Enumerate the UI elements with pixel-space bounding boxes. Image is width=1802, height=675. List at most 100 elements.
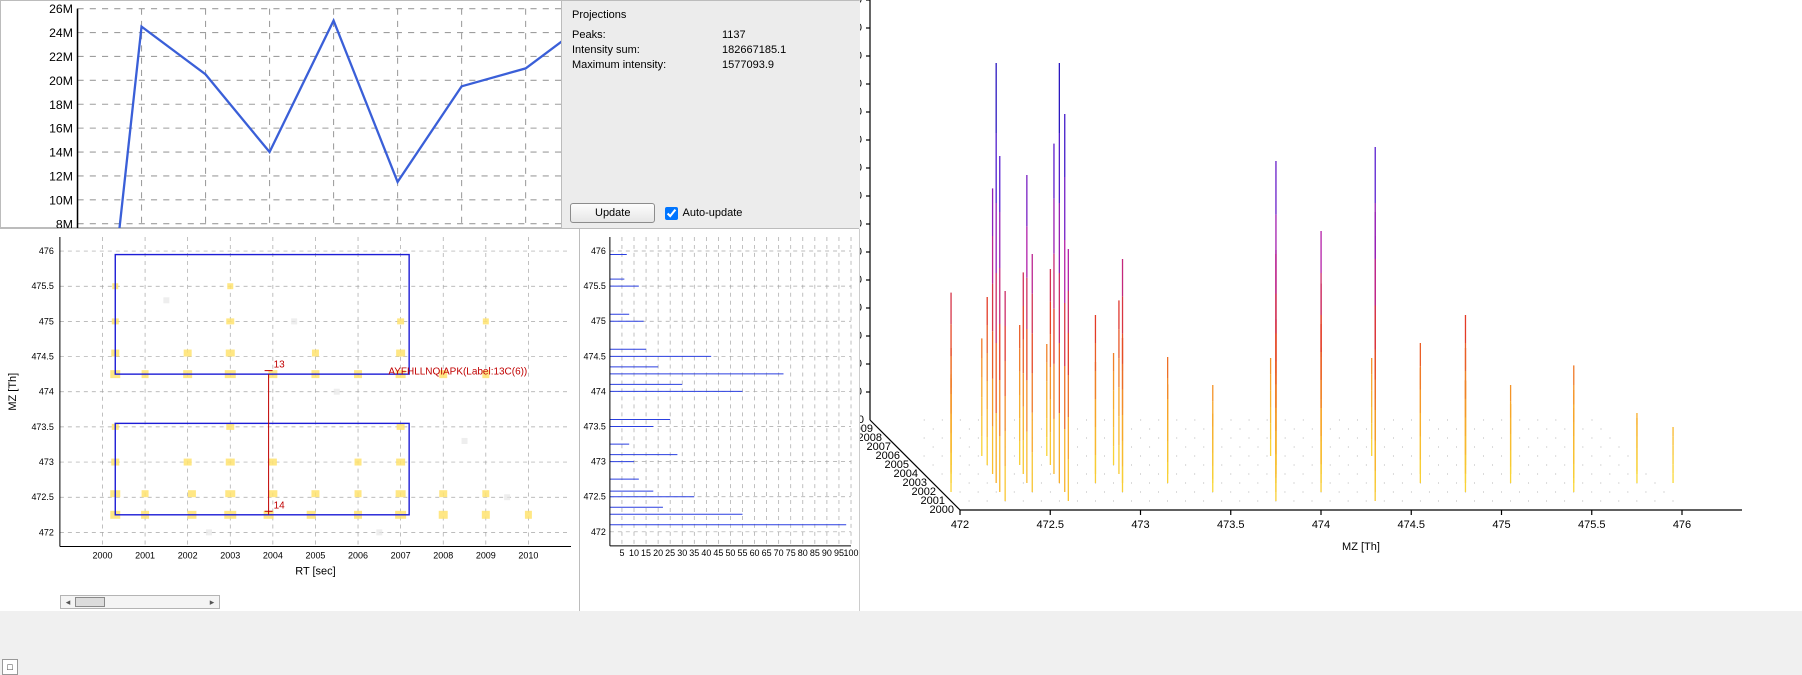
svg-text:40: 40 xyxy=(701,548,711,558)
svg-text:475.5: 475.5 xyxy=(583,281,605,291)
svg-text:476: 476 xyxy=(1673,519,1691,531)
mz-projection-chart[interactable]: 5101520253035404550556065707580859095100… xyxy=(580,229,859,598)
svg-text:16M: 16M xyxy=(49,122,73,136)
svg-text:MZ [Th]: MZ [Th] xyxy=(1342,541,1380,553)
svg-text:85: 85 xyxy=(810,548,820,558)
info-value-1: 182667185.1 xyxy=(722,44,786,56)
svg-text:472: 472 xyxy=(39,527,54,537)
info-label-0: Peaks: xyxy=(572,29,722,41)
svg-text:473.5: 473.5 xyxy=(31,422,53,432)
svg-text:12.0: 12.0 xyxy=(860,78,862,90)
root: 2000200120022003200420052006200720082009… xyxy=(0,0,1802,611)
svg-text:10.0: 10.0 xyxy=(860,134,862,146)
svg-text:80: 80 xyxy=(798,548,808,558)
mz-projection-panel: 5101520253035404550556065707580859095100… xyxy=(580,229,859,611)
svg-text:2008: 2008 xyxy=(433,550,453,560)
svg-text:475: 475 xyxy=(39,316,54,326)
svg-text:15.0: 15.0 xyxy=(860,0,862,6)
svg-text:2006: 2006 xyxy=(348,550,368,560)
svg-text:65: 65 xyxy=(762,548,772,558)
svg-text:70: 70 xyxy=(774,548,784,558)
svg-text:30: 30 xyxy=(677,548,687,558)
svg-text:50: 50 xyxy=(725,548,735,558)
map-h-scrollbar[interactable]: ◂ ▸ xyxy=(60,595,220,609)
svg-text:472.5: 472.5 xyxy=(31,492,53,502)
svg-text:472.5: 472.5 xyxy=(1036,519,1064,531)
svg-text:95: 95 xyxy=(834,548,844,558)
svg-text:6.0: 6.0 xyxy=(860,246,862,258)
svg-text:22M: 22M xyxy=(49,50,73,64)
svg-text:2010: 2010 xyxy=(860,414,864,426)
svg-text:473.5: 473.5 xyxy=(583,422,605,432)
svg-text:MZ [Th]: MZ [Th] xyxy=(7,373,19,411)
info-value-2: 1577093.9 xyxy=(722,59,774,71)
svg-text:35: 35 xyxy=(689,548,699,558)
right-column: 472472.5473473.5474474.5475475.5476MZ [T… xyxy=(860,0,1802,611)
svg-text:2009: 2009 xyxy=(476,550,496,560)
svg-text:9.0: 9.0 xyxy=(860,162,862,174)
svg-text:RT [sec]: RT [sec] xyxy=(295,565,335,577)
svg-text:100: 100 xyxy=(844,548,859,558)
svg-text:4.0: 4.0 xyxy=(860,302,862,314)
svg-text:473.5: 473.5 xyxy=(1217,519,1245,531)
rt-mz-map-panel: 2000200120022003200420052006200720082009… xyxy=(0,229,580,611)
auto-update-input[interactable] xyxy=(665,207,678,220)
svg-text:2007: 2007 xyxy=(391,550,411,560)
auto-update-checkbox[interactable]: Auto-update xyxy=(665,207,742,220)
svg-text:55: 55 xyxy=(738,548,748,558)
svg-text:3.0: 3.0 xyxy=(860,330,862,342)
scroll-thumb[interactable] xyxy=(75,597,105,607)
svg-text:474: 474 xyxy=(39,387,54,397)
update-button[interactable]: Update xyxy=(570,203,655,223)
info-label-2: Maximum intensity: xyxy=(572,59,722,71)
info-value-0: 1137 xyxy=(722,29,746,41)
svg-text:7.0: 7.0 xyxy=(860,218,862,230)
svg-text:473: 473 xyxy=(1131,519,1149,531)
svg-text:20M: 20M xyxy=(49,74,73,88)
svg-text:45: 45 xyxy=(713,548,723,558)
svg-text:2.0: 2.0 xyxy=(860,358,862,370)
svg-text:473: 473 xyxy=(591,457,606,467)
svg-text:2002: 2002 xyxy=(178,550,198,560)
collapse-handle[interactable]: □ xyxy=(2,659,18,675)
svg-text:472: 472 xyxy=(951,519,969,531)
bottom-row: 2000200120022003200420052006200720082009… xyxy=(0,228,859,611)
svg-text:10: 10 xyxy=(629,548,639,558)
rt-mz-map[interactable]: 2000200120022003200420052006200720082009… xyxy=(0,229,579,598)
info-title: Projections xyxy=(572,9,851,21)
svg-text:13: 13 xyxy=(274,360,286,371)
update-bar: Update Auto-update xyxy=(570,203,853,223)
svg-text:475: 475 xyxy=(1492,519,1510,531)
svg-text:474.5: 474.5 xyxy=(1397,519,1425,531)
svg-text:10M: 10M xyxy=(49,193,73,207)
linechart-panel: 2000200120022003200420052006200720082009… xyxy=(0,0,859,228)
svg-text:2003: 2003 xyxy=(220,550,240,560)
svg-text:1.0: 1.0 xyxy=(860,386,862,398)
svg-text:18M: 18M xyxy=(49,98,73,112)
info-label-1: Intensity sum: xyxy=(572,44,722,56)
svg-text:11.0: 11.0 xyxy=(860,106,862,118)
scroll-left-arrow[interactable]: ◂ xyxy=(61,596,75,608)
svg-text:5: 5 xyxy=(619,548,624,558)
svg-text:26M: 26M xyxy=(49,2,73,16)
svg-text:472.5: 472.5 xyxy=(583,492,605,502)
projections-info-panel: Projections Peaks:1137Intensity sum:1826… xyxy=(561,1,861,229)
svg-text:75: 75 xyxy=(786,548,796,558)
3d-peak-view[interactable]: 472472.5473473.5474474.5475475.5476MZ [T… xyxy=(860,0,1802,611)
left-column: 2000200120022003200420052006200720082009… xyxy=(0,0,860,611)
svg-text:20: 20 xyxy=(653,548,663,558)
svg-text:2010: 2010 xyxy=(518,550,538,560)
svg-text:24M: 24M xyxy=(49,26,73,40)
scroll-right-arrow[interactable]: ▸ xyxy=(205,596,219,608)
svg-text:14.0: 14.0 xyxy=(860,22,862,34)
svg-text:13.0: 13.0 xyxy=(860,50,862,62)
svg-text:475.5: 475.5 xyxy=(31,281,53,291)
svg-text:5.0: 5.0 xyxy=(860,274,862,286)
svg-text:8.0: 8.0 xyxy=(860,190,862,202)
svg-text:AYFHLLNQIAPK(Label:13C(6)): AYFHLLNQIAPK(Label:13C(6)) xyxy=(388,367,527,378)
svg-text:14: 14 xyxy=(274,500,286,511)
svg-text:90: 90 xyxy=(822,548,832,558)
auto-update-label: Auto-update xyxy=(682,207,742,219)
svg-text:2001: 2001 xyxy=(135,550,155,560)
svg-text:474.5: 474.5 xyxy=(31,352,53,362)
